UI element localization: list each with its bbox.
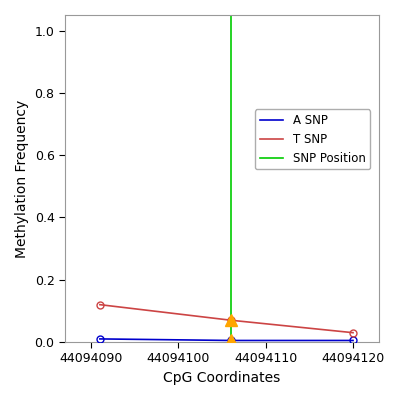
X-axis label: CpG Coordinates: CpG Coordinates — [164, 371, 281, 385]
Legend: A SNP, T SNP, SNP Position: A SNP, T SNP, SNP Position — [255, 109, 370, 169]
Y-axis label: Methylation Frequency: Methylation Frequency — [15, 99, 29, 258]
